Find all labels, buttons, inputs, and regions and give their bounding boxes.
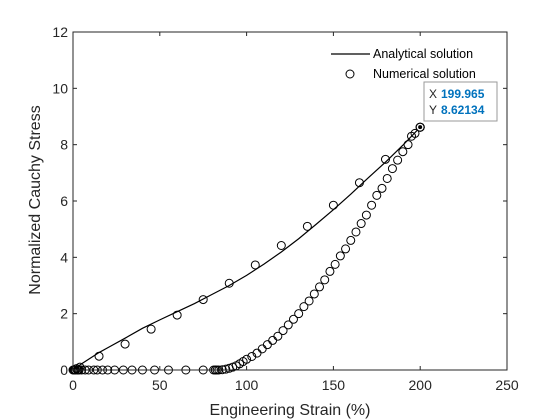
x-tick-label: 200 bbox=[409, 377, 433, 393]
datatip-x-label: X bbox=[429, 87, 437, 101]
datatip-box bbox=[423, 81, 498, 122]
numerical-solution-marker bbox=[273, 331, 283, 341]
numerical-solution-marker bbox=[367, 200, 377, 210]
y-tick-label: 0 bbox=[60, 362, 68, 378]
legend: Analytical solution Numerical solution bbox=[331, 47, 476, 81]
legend-label-numerical: Numerical solution bbox=[373, 67, 476, 81]
numerical-solution-marker bbox=[278, 326, 288, 336]
datatip-y-value: 8.62134 bbox=[441, 103, 485, 117]
numerical-solution-marker bbox=[393, 155, 403, 165]
numerical-solution-marker bbox=[294, 309, 304, 319]
datatip-y-label: Y bbox=[429, 103, 437, 117]
numerical-solution-marker bbox=[146, 324, 156, 334]
y-axis-label: Normalized Cauchy Stress bbox=[27, 105, 44, 294]
numerical-solution-marker bbox=[346, 235, 356, 245]
datatip[interactable]: X 199.965 Y 8.62134 bbox=[415, 81, 498, 132]
y-tick-label: 4 bbox=[60, 249, 68, 265]
legend-label-analytical: Analytical solution bbox=[373, 47, 473, 61]
numerical-solution-marker bbox=[387, 164, 397, 174]
y-tick-label: 12 bbox=[52, 24, 68, 40]
x-axis-label: Engineering Strain (%) bbox=[210, 402, 371, 419]
y-tick-label: 2 bbox=[60, 306, 68, 322]
x-tick-label: 250 bbox=[495, 377, 519, 393]
y-tick-label: 6 bbox=[60, 193, 68, 209]
numerical-solution-marker bbox=[380, 154, 390, 164]
x-tick-label: 0 bbox=[69, 377, 77, 393]
numerical-solution-marker bbox=[315, 282, 325, 292]
numerical-solution-marker bbox=[309, 289, 319, 299]
numerical-solution-marker bbox=[257, 344, 267, 354]
numerical-solution-marker bbox=[304, 296, 314, 306]
numerical-solution-marker bbox=[351, 227, 361, 237]
y-tick-label: 10 bbox=[52, 80, 68, 96]
numerical-solution-marker bbox=[335, 251, 345, 261]
y-tick-label: 8 bbox=[60, 137, 68, 153]
numerical-solution-marker bbox=[410, 128, 420, 138]
datatip-x-value: 199.965 bbox=[441, 87, 485, 101]
numerical-solution-marker bbox=[382, 173, 392, 183]
numerical-solution-marker bbox=[356, 219, 366, 229]
x-tick-label: 150 bbox=[322, 377, 346, 393]
numerical-solution-marker bbox=[247, 351, 257, 361]
datatip-marker-dot bbox=[418, 125, 423, 130]
numerical-solution-marker bbox=[120, 339, 130, 349]
numerical-solution-marker bbox=[228, 362, 238, 372]
numerical-solution-marker bbox=[302, 221, 312, 231]
numerical-solution-marker bbox=[341, 244, 351, 254]
analytical-solution-line bbox=[72, 126, 421, 371]
numerical-solution-marker bbox=[283, 320, 293, 330]
numerical-solution-marker bbox=[268, 335, 278, 345]
numerical-solution-marker bbox=[398, 147, 408, 157]
x-tick-label: 50 bbox=[152, 377, 168, 393]
numerical-solution-marker bbox=[372, 190, 382, 200]
legend-circle-icon bbox=[345, 69, 355, 79]
numerical-solution-marker bbox=[320, 275, 330, 285]
numerical-solution-marker bbox=[288, 314, 298, 324]
ticks-layer bbox=[72, 31, 508, 371]
numerical-solution-marker bbox=[325, 266, 335, 276]
numerical-solution-marker bbox=[299, 302, 309, 312]
numerical-solution-marker bbox=[262, 340, 272, 350]
x-tick-label: 100 bbox=[235, 377, 259, 393]
numerical-solution-marker bbox=[198, 295, 208, 305]
numerical-solution-marker bbox=[330, 259, 340, 269]
numerical-solution-marker bbox=[224, 363, 234, 373]
markers-layer bbox=[68, 122, 425, 375]
numerical-solution-marker bbox=[250, 260, 260, 270]
numerical-solution-marker bbox=[377, 183, 387, 193]
numerical-solution-marker bbox=[276, 241, 286, 251]
numerical-solution-marker bbox=[221, 364, 231, 374]
numerical-solution-marker bbox=[94, 351, 104, 361]
numerical-solution-marker bbox=[361, 210, 371, 220]
